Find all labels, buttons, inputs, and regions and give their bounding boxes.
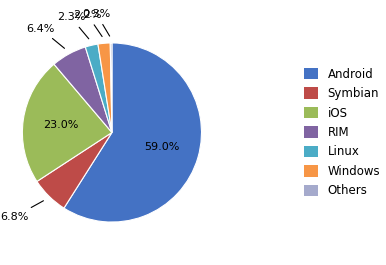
Text: 0.3%: 0.3% [83,9,111,36]
Wedge shape [54,47,112,132]
Wedge shape [37,132,112,208]
Wedge shape [110,43,112,132]
Text: 2.3%: 2.3% [57,12,89,39]
Text: 2.2%: 2.2% [73,10,102,37]
Text: 6.4%: 6.4% [27,24,64,48]
Wedge shape [22,64,112,182]
Text: 6.8%: 6.8% [0,201,44,222]
Text: 23.0%: 23.0% [43,120,78,130]
Text: 59.0%: 59.0% [144,142,179,152]
Wedge shape [85,44,112,132]
Wedge shape [98,43,112,132]
Legend: Android, Symbian, iOS, RIM, Linux, Windows, Others: Android, Symbian, iOS, RIM, Linux, Windo… [304,68,380,197]
Wedge shape [64,43,201,222]
